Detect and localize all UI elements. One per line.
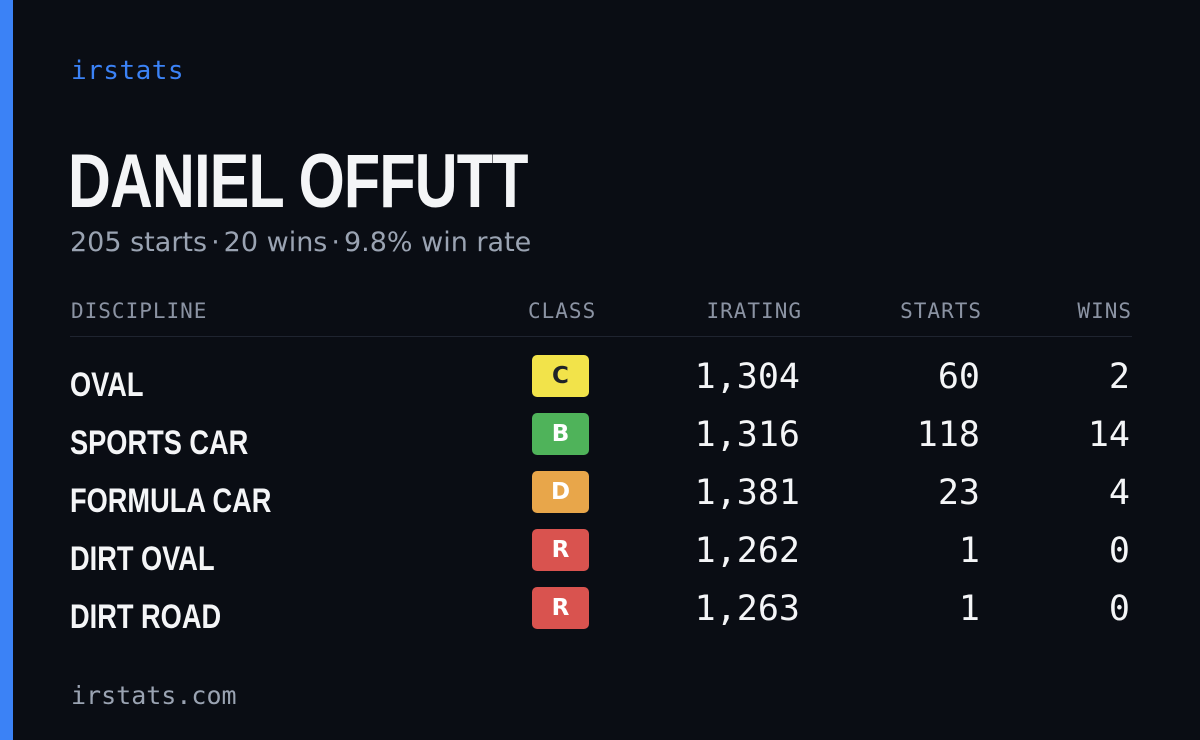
class-badge: R: [532, 587, 589, 629]
row-starts: 118: [916, 415, 980, 455]
summary-wins: 20 wins: [223, 227, 328, 258]
header-wins: WINS: [1077, 299, 1132, 323]
row-discipline: FORMULA CAR: [70, 482, 272, 520]
driver-name: DANIEL OFFUTT: [68, 139, 528, 224]
footer-url: irstats.com: [71, 681, 237, 710]
table-row: OVAL C 1,304 60 2: [70, 351, 1132, 409]
row-irating: 1,263: [694, 589, 800, 629]
class-badge: R: [532, 529, 589, 571]
row-starts: 60: [937, 357, 980, 397]
row-wins: 0: [1108, 589, 1130, 629]
row-wins: 4: [1108, 473, 1130, 513]
table-row: FORMULA CAR D 1,381 23 4: [70, 467, 1132, 525]
row-wins: 14: [1087, 415, 1130, 455]
summary-win-rate: 9.8% win rate: [343, 227, 532, 258]
table-row: DIRT OVAL R 1,262 1 0: [70, 525, 1132, 583]
driver-summary: 205 starts · 20 wins · 9.8% win rate: [70, 227, 531, 258]
table-body: OVAL C 1,304 60 2 SPORTS CAR B 1,316 118…: [70, 337, 1132, 641]
row-irating: 1,304: [694, 357, 800, 397]
row-wins: 0: [1108, 531, 1130, 571]
row-wins: 2: [1108, 357, 1130, 397]
header-irating: IRATING: [706, 299, 802, 323]
row-irating: 1,316: [694, 415, 800, 455]
accent-bar: [0, 0, 13, 740]
class-badge: C: [532, 355, 589, 397]
class-badge: B: [532, 413, 589, 455]
table-row: DIRT ROAD R 1,263 1 0: [70, 583, 1132, 641]
summary-separator: ·: [331, 227, 340, 258]
header-starts: STARTS: [900, 299, 982, 323]
row-starts: 1: [958, 531, 980, 571]
discipline-table: DISCIPLINE CLASS IRATING STARTS WINS OVA…: [70, 296, 1132, 641]
summary-separator: ·: [211, 227, 220, 258]
table-header: DISCIPLINE CLASS IRATING STARTS WINS: [70, 296, 1132, 337]
row-discipline: DIRT OVAL: [70, 540, 215, 578]
row-irating: 1,381: [694, 473, 800, 513]
header-class: CLASS: [528, 299, 597, 323]
row-starts: 23: [937, 473, 980, 513]
row-starts: 1: [958, 589, 980, 629]
brand-logo-text: irstats: [71, 56, 185, 86]
row-discipline: DIRT ROAD: [70, 598, 222, 636]
header-discipline: DISCIPLINE: [71, 299, 208, 323]
row-irating: 1,262: [694, 531, 800, 571]
row-discipline: SPORTS CAR: [70, 424, 249, 462]
row-discipline: OVAL: [70, 366, 144, 404]
table-row: SPORTS CAR B 1,316 118 14: [70, 409, 1132, 467]
class-badge: D: [532, 471, 589, 513]
summary-starts: 205 starts: [70, 227, 208, 258]
